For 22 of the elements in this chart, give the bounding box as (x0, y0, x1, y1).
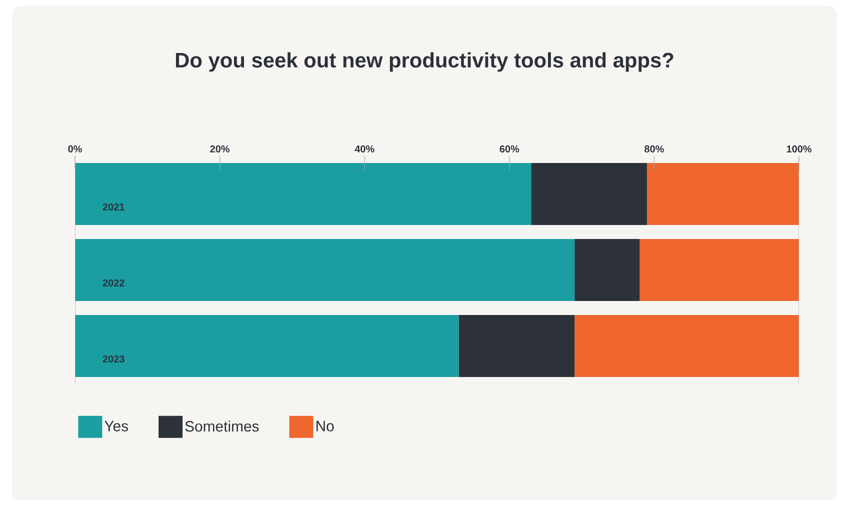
bar (458, 314, 575, 377)
legend-label: Sometimes (185, 420, 259, 432)
bar (75, 314, 459, 377)
legend-label: No (316, 420, 334, 432)
y-tick-label: 2021 (102, 203, 124, 211)
x-tick-label: 40% (354, 145, 374, 152)
bar (640, 238, 800, 301)
bar (574, 238, 640, 301)
y-tick-label: 2023 (102, 355, 124, 363)
bar (646, 162, 800, 225)
bar (75, 238, 575, 301)
bar (531, 162, 647, 225)
x-tick-label: 100% (786, 145, 812, 152)
x-tick-label: 80% (644, 145, 664, 152)
bar (574, 314, 800, 377)
x-tick-label: 20% (210, 145, 230, 152)
legend-label: Yes (104, 420, 128, 432)
y-tick-label: 2022 (102, 279, 124, 287)
x-tick-label: 0% (68, 145, 82, 152)
bar (75, 162, 532, 225)
x-tick-label: 60% (500, 145, 520, 152)
chart-title: Do you seek out new productivity tools and apps? (176, 52, 674, 72)
